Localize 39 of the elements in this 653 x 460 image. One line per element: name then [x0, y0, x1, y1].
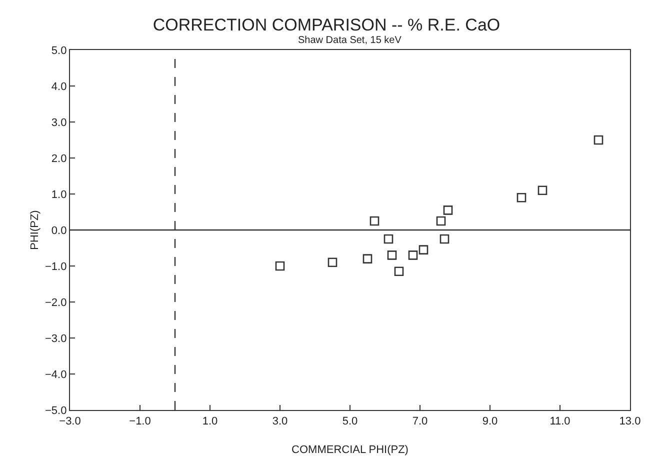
point — [384, 234, 394, 244]
point — [516, 192, 526, 202]
y-tick-label: −4.0 — [44, 368, 67, 381]
point — [408, 250, 418, 260]
point — [538, 186, 548, 196]
point — [436, 216, 446, 226]
point — [440, 234, 450, 244]
y-tick-label: −5.0 — [44, 404, 67, 417]
point — [443, 206, 453, 215]
x-tick-label: −1.0 — [129, 415, 151, 428]
y-tick-label: 1.0 — [51, 188, 67, 201]
y-tick-label: −2.0 — [44, 296, 67, 309]
y-tick-label: 3.0 — [51, 116, 67, 129]
point — [387, 250, 397, 260]
x-tick-label: 3.0 — [272, 415, 288, 428]
x-tick-label: 11.0 — [550, 415, 570, 428]
x-tick-label: −3.0 — [59, 415, 81, 428]
x-axis-title: COMMERCIAL PHI(PZ) — [292, 444, 408, 456]
x-tick-label: 9.0 — [482, 415, 498, 428]
x-tick-label: 13.0 — [619, 415, 641, 428]
point — [362, 254, 372, 264]
y-tick-label: 4.0 — [51, 80, 67, 93]
chart-subtitle: Shaw Data Set, 15 keV — [298, 35, 402, 46]
x-tick-label: 7.0 — [412, 415, 428, 428]
chart-title: CORRECTION COMPARISON -- % R.E. CaO — [152, 15, 500, 34]
point — [275, 261, 285, 271]
y-tick-label: −3.0 — [44, 332, 67, 345]
y-tick-label: 5.0 — [51, 44, 67, 57]
y-tick-label: 2.0 — [51, 152, 67, 165]
x-tick-label: 1.0 — [202, 415, 218, 428]
point — [370, 216, 380, 226]
y-axis-title: PHI(PZ) — [28, 210, 41, 250]
y-tick-label: −1.0 — [44, 260, 67, 273]
y-tick-label: 0.0 — [51, 224, 67, 237]
point — [328, 258, 338, 268]
point — [594, 135, 604, 145]
point — [418, 245, 428, 254]
x-tick-label: 5.0 — [342, 415, 358, 428]
point — [394, 266, 404, 276]
